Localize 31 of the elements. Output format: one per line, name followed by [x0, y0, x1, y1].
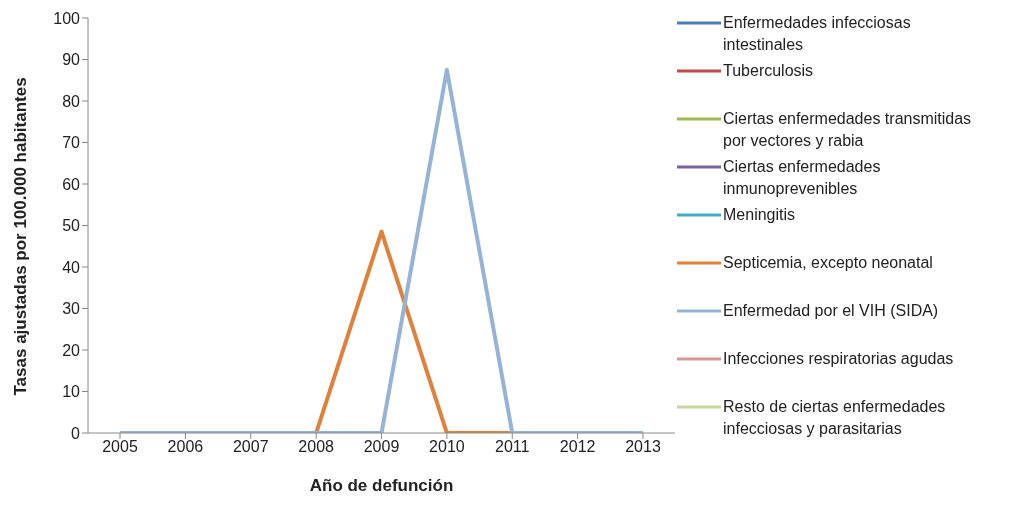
legend-label: Infecciones respiratorias agudas	[723, 349, 954, 369]
x-tick-label: 2007	[232, 438, 269, 456]
legend-label: Meningitis	[723, 205, 796, 225]
legend-label: Septicemia, excepto neonatal	[723, 253, 933, 273]
legend-label: Enfermedades infecciosas intestinales	[723, 13, 912, 55]
x-tick-label: 2008	[298, 438, 335, 456]
legend-label: Ciertas enfermedades transmitidas por vectores y rabia	[723, 109, 973, 151]
legend-label: Ciertas enfermedades inmunoprevenibles	[723, 157, 882, 199]
x-tick-label: 2010	[429, 438, 465, 456]
x-tick-label: 2005	[102, 438, 138, 456]
y-tick-label: 90	[62, 51, 81, 69]
legend-label: Resto de ciertas enfermedades infecciosas y parasitarias	[723, 397, 947, 439]
x-tick-label: 2013	[625, 438, 661, 456]
legend-label: Tuberculosis	[723, 61, 814, 81]
y-tick-label: 50	[62, 217, 81, 235]
y-tick-label: 60	[62, 175, 81, 193]
y-tick-label: 40	[62, 258, 81, 276]
x-tick-label: 2006	[167, 438, 204, 456]
y-tick-label: 70	[62, 134, 81, 152]
x-tick-label: 2009	[363, 438, 400, 456]
legend-label: Enfermedad por el VIH (SIDA)	[723, 301, 939, 321]
x-tick-label: 2012	[559, 438, 596, 456]
y-tick-label: 10	[62, 383, 81, 401]
y-tick-label: 30	[62, 300, 81, 318]
y-axis-title: Tasas ajustadas por 100.000 habitantes	[11, 77, 31, 396]
y-tick-label: 100	[53, 9, 81, 27]
y-tick-label: 0	[71, 424, 81, 442]
x-axis-title: Año de defunción	[309, 476, 454, 495]
y-tick-label: 80	[62, 92, 81, 110]
x-tick-label: 2011	[495, 438, 530, 456]
y-tick-label: 20	[62, 341, 81, 359]
